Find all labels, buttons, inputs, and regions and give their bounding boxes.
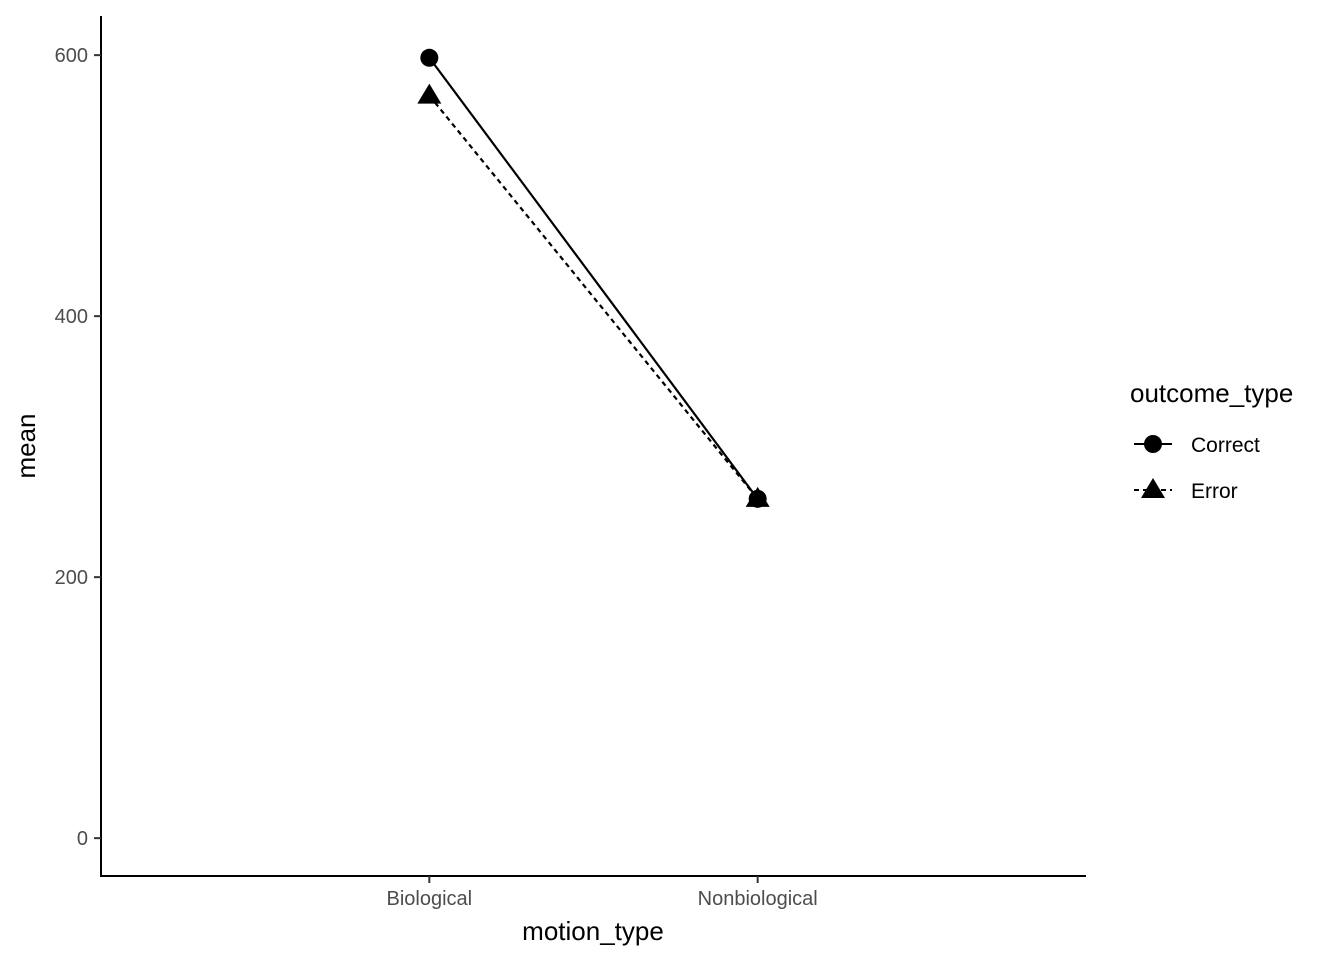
data-point-triangle xyxy=(417,83,442,104)
legend-key-triangle xyxy=(1141,478,1165,498)
y-tick-label: 200 xyxy=(55,567,88,589)
legend-title: outcome_type xyxy=(1130,378,1293,408)
legend-item: Correct xyxy=(1134,434,1260,457)
legend-label: Correct xyxy=(1191,434,1260,457)
legend-item: Error xyxy=(1134,478,1238,503)
series-correct xyxy=(420,48,767,508)
series-line xyxy=(428,57,759,500)
x-ticks: Biological Nonbiological xyxy=(387,876,818,910)
y-tick-label: 400 xyxy=(55,306,88,328)
legend-key-circle xyxy=(1144,435,1162,453)
plot-area xyxy=(417,48,770,508)
axes xyxy=(100,16,1086,877)
data-point-triangle xyxy=(745,486,770,507)
y-axis-title: mean xyxy=(11,413,41,478)
y-tick-label: 0 xyxy=(77,828,88,850)
y-ticks: 0 200 400 600 xyxy=(55,45,101,850)
series-error xyxy=(417,83,770,507)
x-tick-label: Biological xyxy=(387,888,473,910)
y-tick-label: 600 xyxy=(55,45,88,67)
legend-label: Error xyxy=(1191,480,1238,503)
x-axis-title: motion_type xyxy=(522,916,664,946)
legend: outcome_type Correct Error xyxy=(1130,378,1293,503)
data-point-circle xyxy=(420,48,439,67)
series-line xyxy=(428,94,759,500)
x-tick-label: Nonbiological xyxy=(698,888,818,910)
